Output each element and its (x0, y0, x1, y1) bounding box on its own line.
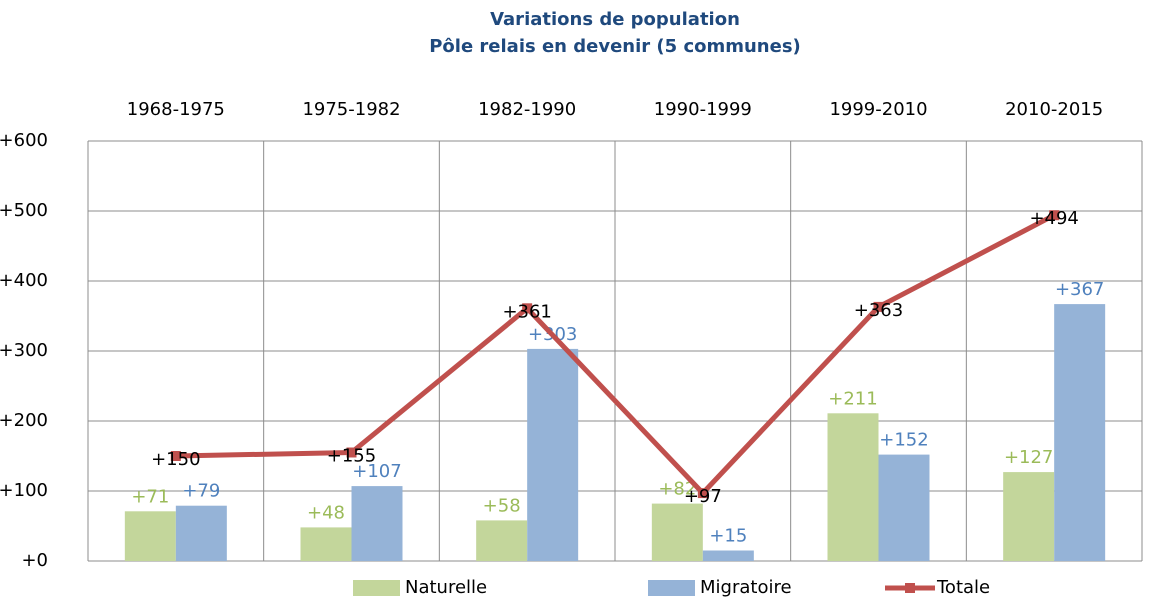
data-label: +97 (684, 486, 722, 507)
y-tick-label: +600 (0, 130, 48, 151)
y-tick-label: +200 (0, 410, 48, 431)
bar (527, 348, 579, 561)
data-label: +211 (828, 388, 877, 409)
bar (351, 486, 403, 561)
bar (878, 454, 930, 561)
bar (702, 550, 754, 561)
bar (476, 520, 528, 561)
bar (300, 527, 352, 561)
chart-title: Variations de population (490, 9, 740, 30)
data-label: +494 (1029, 208, 1078, 229)
bar (651, 503, 703, 561)
line-marker (1049, 210, 1060, 221)
data-label: +155 (327, 446, 376, 467)
x-tick-label: 1990-1999 (654, 99, 752, 120)
y-tick-label: +0 (21, 550, 48, 571)
legend-label: Migratoire (700, 577, 792, 598)
legend-label: Totale (936, 577, 990, 598)
data-label: +367 (1055, 279, 1104, 300)
legend-swatch (648, 580, 695, 596)
bar (827, 413, 879, 561)
y-tick-label: +500 (0, 200, 48, 221)
bar (175, 505, 227, 561)
line-marker (170, 451, 181, 461)
line-marker (346, 447, 357, 458)
x-tick-label: 1975-1982 (302, 99, 400, 120)
line-marker (697, 488, 708, 499)
y-tick-label: +300 (0, 340, 48, 361)
data-label: +150 (151, 449, 200, 470)
data-label: +71 (131, 486, 169, 507)
bar (124, 511, 176, 561)
x-tick-label: 1999-2010 (829, 99, 927, 120)
legend-label: Naturelle (405, 577, 487, 598)
legend-marker (905, 583, 915, 593)
bar (1003, 472, 1055, 561)
line-marker (873, 301, 884, 312)
data-label: +107 (352, 461, 401, 482)
data-label: +82 (658, 479, 696, 500)
y-tick-label: +100 (0, 480, 48, 501)
x-tick-label: 1982-1990 (478, 99, 576, 120)
data-label: +127 (1004, 447, 1053, 468)
data-label: +152 (879, 430, 928, 451)
data-label: +363 (854, 300, 903, 321)
x-tick-label: 1968-1975 (127, 99, 225, 120)
data-label: +15 (709, 526, 747, 547)
chart-subtitle: Pôle relais en devenir (5 communes) (429, 36, 801, 57)
x-tick-label: 2010-2015 (1005, 99, 1103, 120)
legend-swatch (353, 580, 400, 596)
line (175, 212, 1056, 496)
data-label: +48 (307, 502, 345, 523)
y-tick-label: +400 (0, 270, 48, 291)
bar (1054, 304, 1106, 561)
data-label: +79 (182, 481, 220, 502)
line-marker (522, 303, 533, 314)
data-label: +58 (483, 495, 521, 516)
data-label: +361 (502, 301, 551, 322)
